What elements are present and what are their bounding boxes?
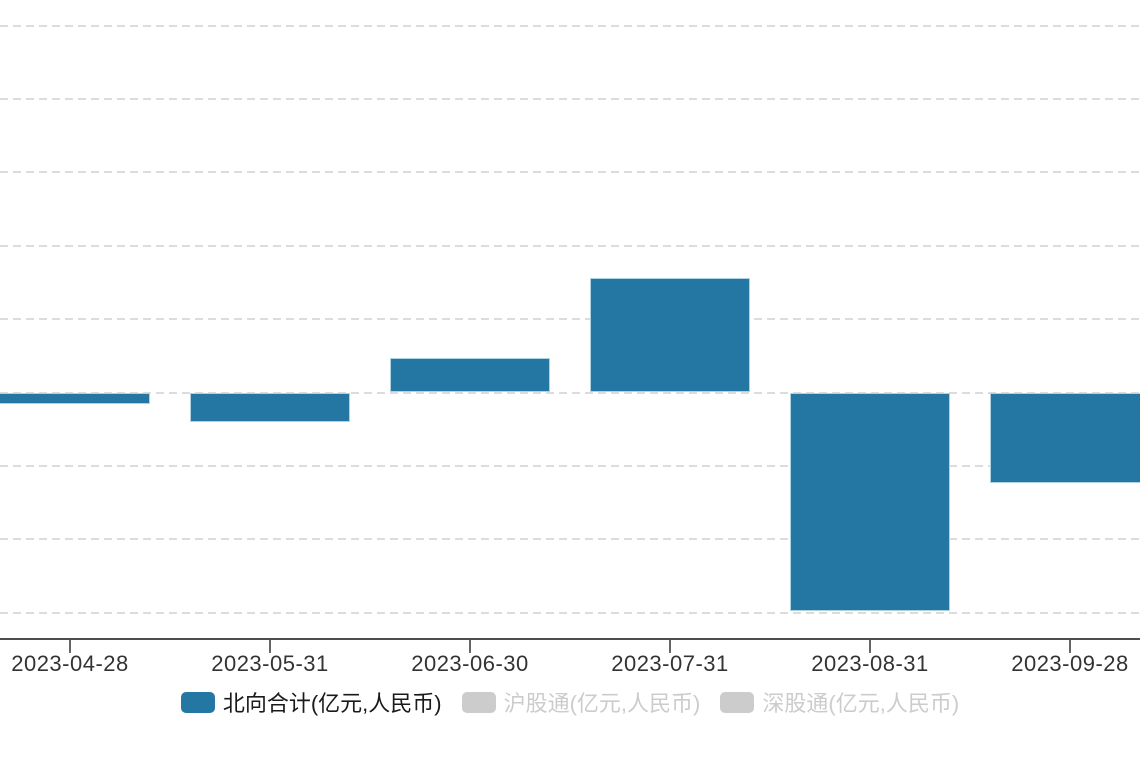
x-axis-tick: [69, 640, 71, 653]
legend-label: 沪股通(亿元,人民币): [503, 691, 701, 716]
x-axis-line: [0, 638, 1140, 640]
bar-2023-09-28[interactable]: [990, 392, 1140, 484]
bar-2023-05-31[interactable]: [190, 392, 350, 422]
x-axis-tick: [1069, 640, 1071, 653]
bar-2023-04-28[interactable]: [0, 392, 150, 404]
gridline: [0, 538, 1140, 541]
x-axis-tick: [469, 640, 471, 653]
legend-label: 北向合计(亿元,人民币): [222, 691, 442, 716]
legend-item-0[interactable]: 北向合计(亿元,人民币): [180, 686, 442, 718]
legend-item-2[interactable]: 深股通(亿元,人民币): [720, 686, 959, 718]
x-axis-tick: [869, 640, 871, 653]
x-axis-tick: [669, 640, 671, 653]
x-axis-label: 2023-07-31: [611, 651, 729, 676]
legend-swatch: [180, 691, 215, 713]
x-axis-label: 2023-04-28: [11, 651, 129, 676]
legend-item-1[interactable]: 沪股通(亿元,人民币): [461, 686, 701, 718]
x-axis-label: 2023-08-31: [811, 651, 929, 676]
x-axis-label: 2023-05-31: [211, 651, 329, 676]
gridline: [0, 24, 1140, 27]
legend-swatch: [461, 691, 496, 713]
gridline: [0, 318, 1140, 321]
gridline: [0, 464, 1140, 467]
bar-2023-08-31[interactable]: [790, 392, 950, 612]
gridline: [0, 611, 1140, 614]
x-axis-label: 2023-06-30: [411, 651, 529, 676]
legend-label: 深股通(亿元,人民币): [762, 691, 960, 716]
gridline: [0, 97, 1140, 100]
bar-2023-06-30[interactable]: [390, 358, 550, 393]
legend: 北向合计(亿元,人民币) 沪股通(亿元,人民币) 深股通(亿元,人民币): [0, 686, 1140, 718]
x-axis-tick: [269, 640, 271, 653]
zero-gridline: [0, 391, 1140, 394]
plot-area: [0, 24, 1140, 614]
x-axis-label: 2023-09-28: [1011, 651, 1129, 676]
legend-swatch: [720, 691, 755, 713]
gridline: [0, 171, 1140, 174]
bar-2023-07-31[interactable]: [590, 277, 750, 393]
gridline: [0, 244, 1140, 247]
